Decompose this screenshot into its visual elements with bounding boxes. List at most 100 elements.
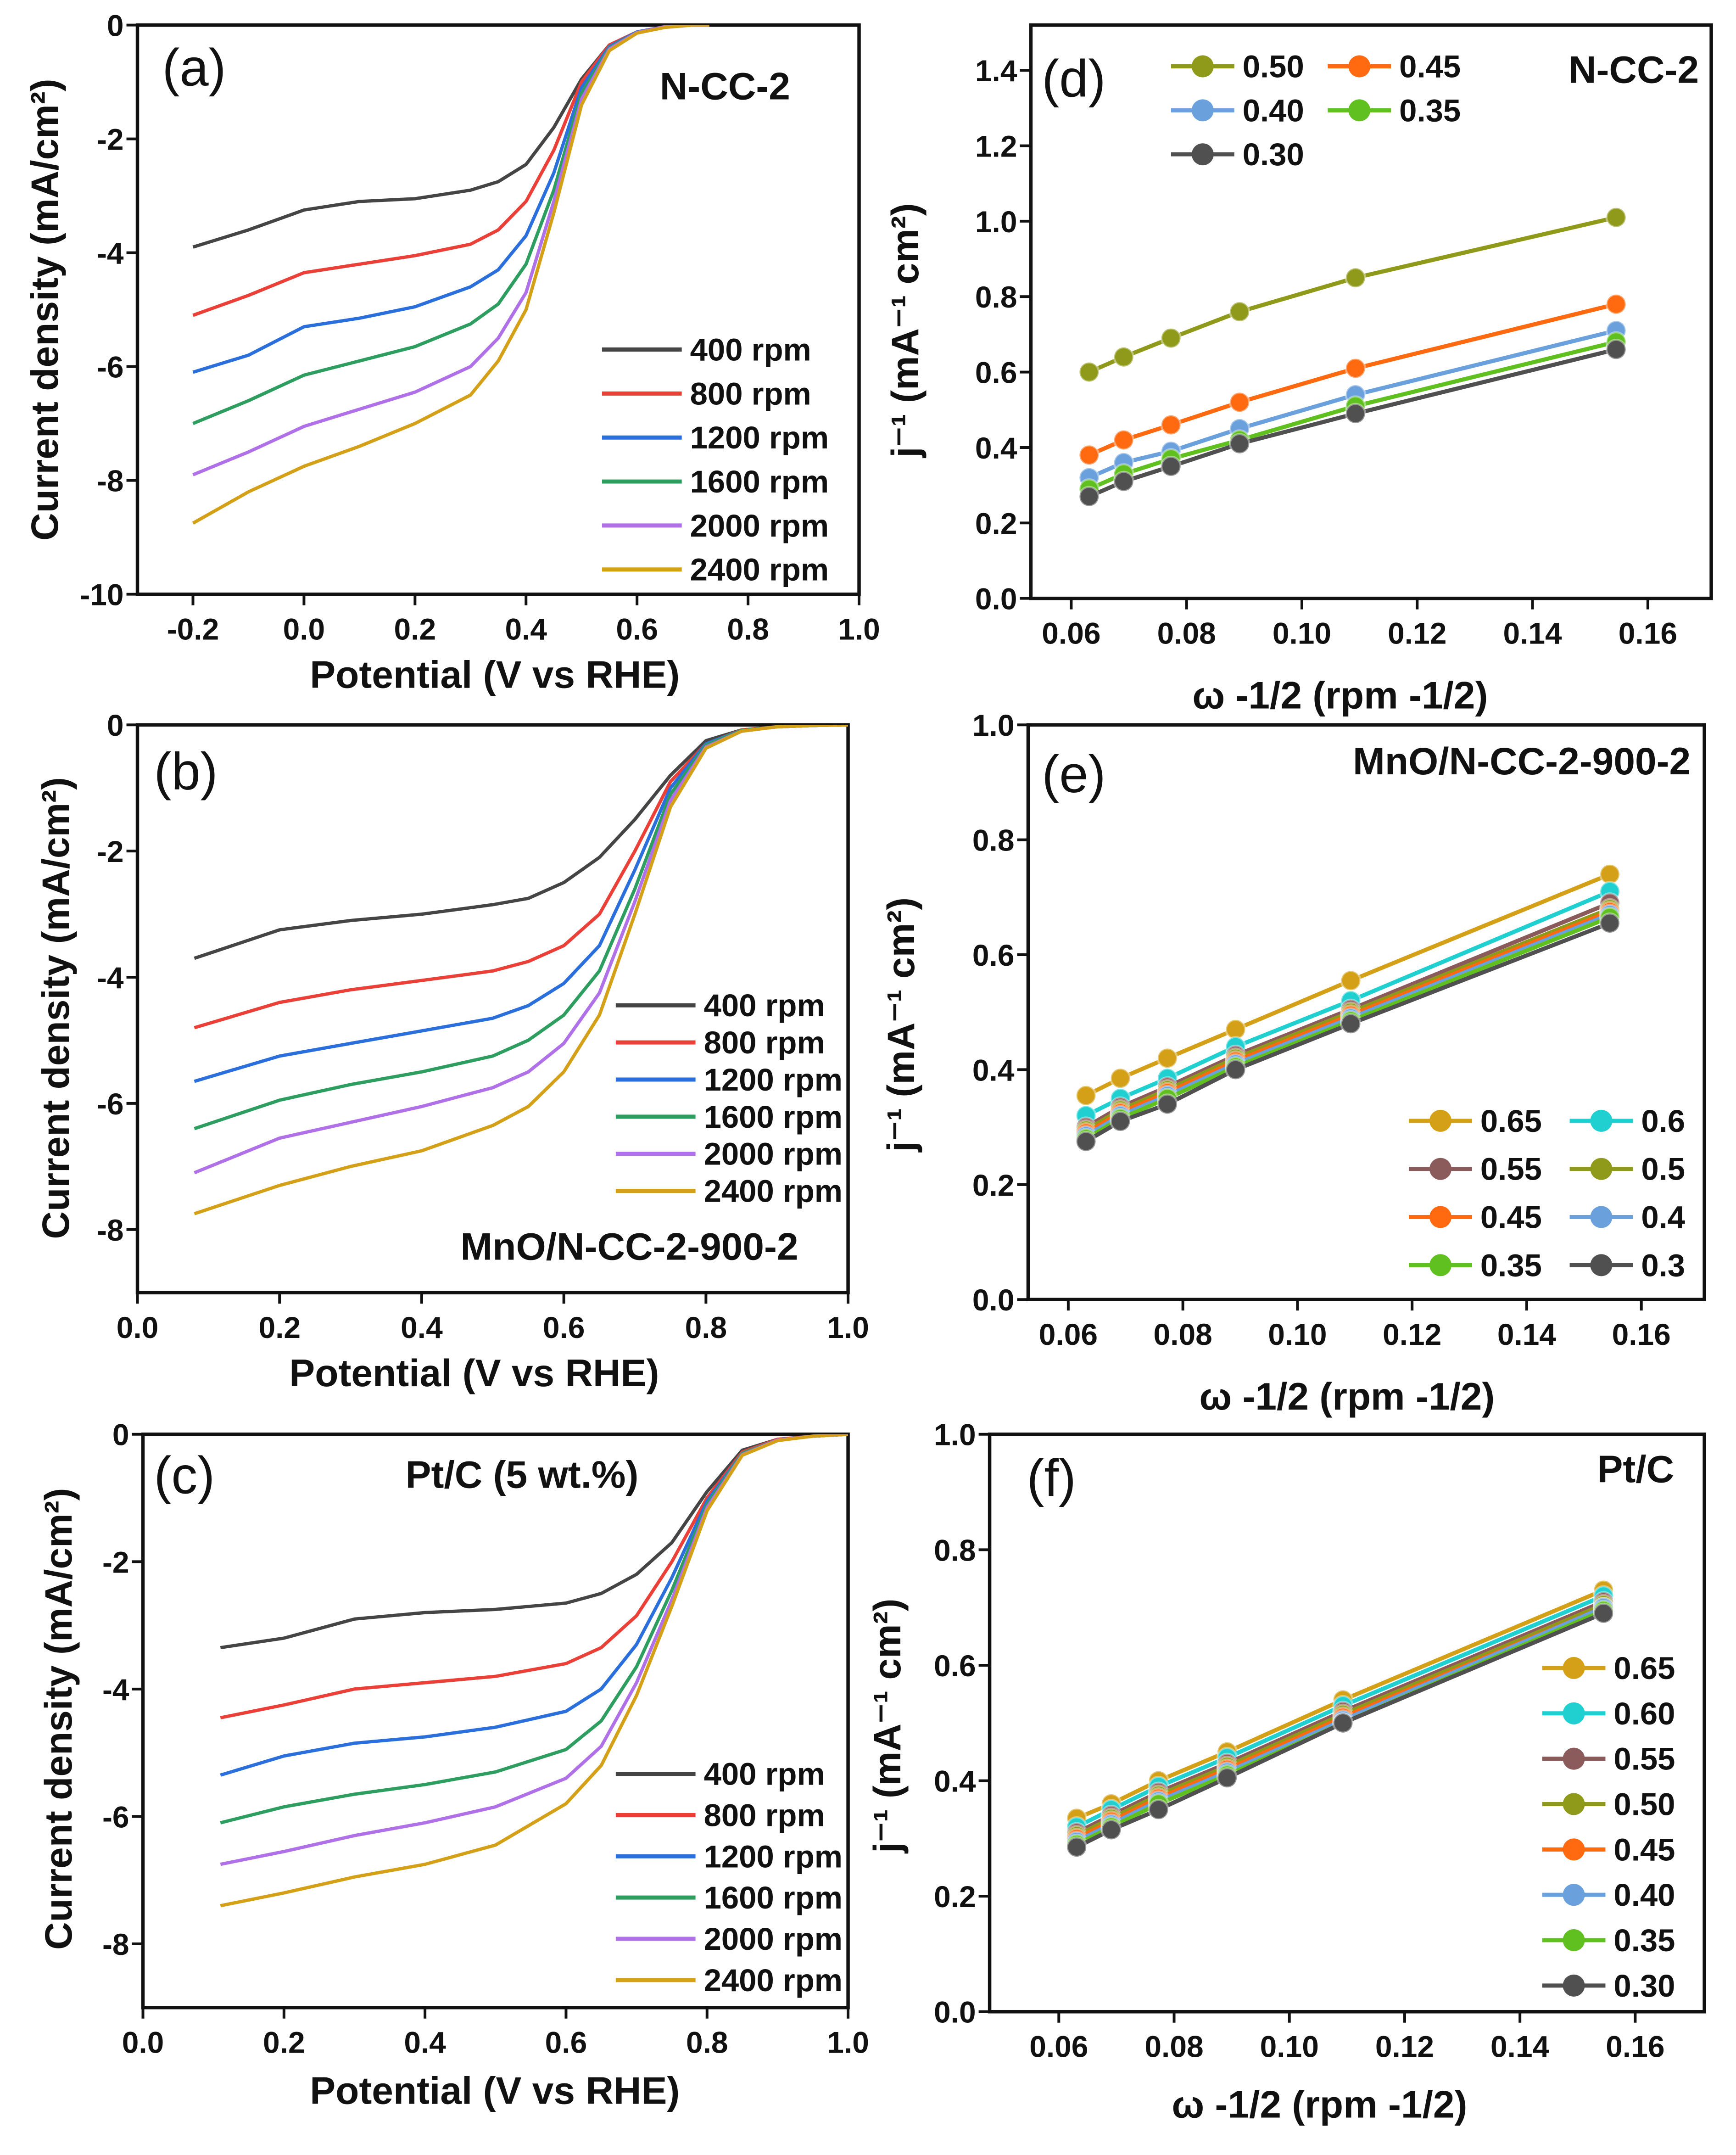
data-point bbox=[1160, 327, 1182, 349]
x-tick-label: 0.16 bbox=[1619, 616, 1677, 650]
legend-item: 0.65 bbox=[1409, 1103, 1542, 1139]
x-axis-label: Potential (V vs RHE) bbox=[289, 1351, 659, 1394]
y-tick-label: -2 bbox=[97, 123, 124, 157]
series-line-2400-rpm bbox=[194, 725, 848, 1215]
x-tick-label: 0.0 bbox=[117, 1310, 159, 1344]
data-point bbox=[1113, 346, 1134, 368]
legend-label: 0.50 bbox=[1243, 49, 1304, 84]
x-tick-label: 0.12 bbox=[1383, 1317, 1441, 1351]
legend-item: 0.40 bbox=[1542, 1877, 1675, 1913]
legend-label: 0.35 bbox=[1613, 1923, 1675, 1958]
series-line-2400-rpm bbox=[192, 25, 709, 525]
x-tick-label: 0.6 bbox=[545, 2026, 587, 2060]
x-tick-label: 0.2 bbox=[258, 1310, 301, 1344]
x-tick-label: 0.10 bbox=[1260, 2030, 1319, 2064]
y-tick-label: 0.8 bbox=[972, 823, 1015, 857]
data-point bbox=[1593, 1602, 1614, 1624]
y-tick-label: 1.0 bbox=[975, 205, 1017, 239]
legend-item: 0.45 bbox=[1409, 1199, 1542, 1235]
legend-item: 0.55 bbox=[1542, 1741, 1675, 1777]
y-tick-label: 1.4 bbox=[975, 54, 1017, 88]
legend-marker bbox=[1563, 1838, 1585, 1861]
data-point bbox=[1075, 1085, 1097, 1106]
legend-item: 0.55 bbox=[1409, 1152, 1542, 1187]
y-tick-label: 0.4 bbox=[972, 1053, 1015, 1087]
legend-label: 400 rpm bbox=[704, 988, 825, 1023]
legend-label: 0.45 bbox=[1480, 1199, 1542, 1235]
legend-marker bbox=[1563, 1793, 1585, 1815]
plot-frame bbox=[135, 23, 861, 596]
data-point bbox=[1345, 403, 1367, 425]
x-tick-label: 0.12 bbox=[1388, 616, 1446, 650]
legend-item: 0.5 bbox=[1569, 1152, 1685, 1187]
panel-label: (e) bbox=[1042, 745, 1105, 804]
y-tick-label: 0 bbox=[112, 1418, 129, 1452]
legend-item: 2000 rpm bbox=[602, 508, 829, 543]
legend-marker bbox=[1563, 1974, 1585, 1997]
series-group bbox=[220, 1434, 848, 1908]
legend-label: 0.50 bbox=[1613, 1786, 1675, 1822]
y-tick-label: 1.0 bbox=[934, 1418, 976, 1452]
data-point bbox=[1156, 1047, 1178, 1069]
sample-annotation: MnO/N-CC-2-900-2 bbox=[1353, 739, 1691, 783]
legend-item: 1600 rpm bbox=[615, 1099, 843, 1135]
legend-label: 0.65 bbox=[1613, 1651, 1675, 1686]
legend-marker bbox=[1429, 1109, 1451, 1132]
y-tick-label: 0.0 bbox=[972, 1283, 1015, 1317]
x-tick-label: 0.06 bbox=[1039, 1317, 1098, 1351]
legend-label: 0.45 bbox=[1613, 1832, 1675, 1867]
series-group bbox=[1078, 207, 1627, 508]
legend-item: 0.30 bbox=[1171, 137, 1304, 172]
legend-label: 800 rpm bbox=[690, 376, 811, 411]
legend-item: 0.4 bbox=[1569, 1199, 1685, 1235]
y-tick-label: -4 bbox=[102, 1673, 129, 1707]
panel-label: (f) bbox=[1027, 1450, 1076, 1508]
x-axis-label: ω -1/2 (rpm -1/2) bbox=[1199, 1375, 1495, 1418]
y-tick-label: 0.6 bbox=[934, 1649, 976, 1683]
legend-item: 1200 rpm bbox=[615, 1062, 843, 1097]
y-axis-label: j⁻¹ (mA⁻¹ cm²) bbox=[865, 1599, 909, 1854]
y-tick-label: -6 bbox=[97, 1087, 124, 1121]
panel-c: 0.0 0.2 0.4 0.6 0.8 1.0 0 -2 -4 -6 -8 400 rpm 800 rp… bbox=[37, 1418, 869, 2112]
series-line-400-rpm bbox=[194, 725, 848, 960]
legend-item: 1200 rpm bbox=[615, 1839, 843, 1874]
y-axis-label: j⁻¹ (mA⁻¹ cm²) bbox=[879, 897, 922, 1153]
x-tick-label: 0.6 bbox=[543, 1310, 585, 1344]
legend-label: 0.45 bbox=[1399, 49, 1461, 84]
y-tick-label: 0 bbox=[107, 9, 124, 43]
x-tick-label: 0.08 bbox=[1144, 2030, 1203, 2064]
data-point bbox=[1110, 1067, 1131, 1089]
series-group bbox=[1075, 863, 1621, 1153]
y-tick-label: 0.2 bbox=[972, 1168, 1015, 1202]
legend-label: 0.30 bbox=[1613, 1968, 1675, 2004]
x-axis-label: Potential (V vs RHE) bbox=[310, 2069, 680, 2112]
legend-marker bbox=[1590, 1254, 1613, 1276]
x-tick-label: -0.2 bbox=[167, 612, 219, 646]
legend-marker bbox=[1563, 1702, 1585, 1724]
legend-label: 1600 rpm bbox=[704, 1099, 843, 1135]
sample-annotation: N-CC-2 bbox=[660, 64, 790, 107]
legend-marker bbox=[1429, 1206, 1451, 1228]
legend-marker bbox=[1348, 55, 1371, 78]
legend-label: 0.40 bbox=[1613, 1877, 1675, 1913]
data-point bbox=[1332, 1712, 1354, 1734]
data-point bbox=[1066, 1836, 1088, 1858]
y-tick-label: -10 bbox=[80, 578, 123, 612]
x-tick-label: 0.4 bbox=[401, 1310, 443, 1344]
legend-item: 0.35 bbox=[1409, 1248, 1542, 1283]
legend-item: 0.3 bbox=[1569, 1248, 1685, 1283]
x-tick-label: 0.08 bbox=[1154, 1317, 1212, 1351]
data-point bbox=[1340, 970, 1362, 991]
legend-item: 0.35 bbox=[1328, 93, 1461, 128]
legend-label: 2000 rpm bbox=[704, 1921, 843, 1957]
data-point bbox=[1156, 1093, 1178, 1115]
series-line-800-rpm bbox=[192, 25, 709, 317]
y-tick-label: 0.6 bbox=[972, 938, 1015, 972]
x-axis-label: Potential (V vs RHE) bbox=[310, 653, 680, 696]
data-point bbox=[1599, 912, 1621, 934]
legend-item: 2400 rpm bbox=[615, 1174, 843, 1209]
panel-label: (d) bbox=[1042, 50, 1105, 108]
plot-frame bbox=[135, 723, 850, 1295]
x-tick-label: 0.14 bbox=[1503, 616, 1562, 650]
y-tick-label: 0.8 bbox=[934, 1533, 976, 1567]
